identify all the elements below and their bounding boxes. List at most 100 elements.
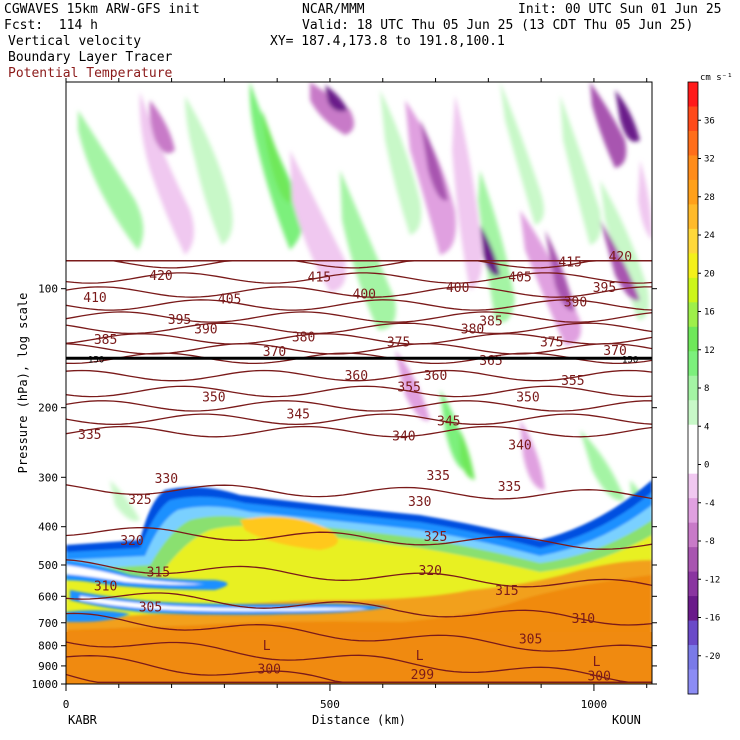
isentrope-label: 315: [495, 584, 518, 599]
isentrope-375: [66, 343, 652, 355]
isentrope-label: 380: [461, 323, 484, 338]
isentrope-label: 350: [516, 391, 539, 406]
isentrope-label: 400: [446, 281, 469, 296]
colorbar-swatch: [688, 106, 698, 132]
isentrope-340: [66, 484, 652, 500]
colorbar-swatch: [688, 522, 698, 548]
colorbar-tick-label: 16: [704, 308, 715, 318]
isentrope-label: 415: [308, 271, 331, 286]
x-axis-label: Distance (km): [312, 713, 406, 727]
colorbar-tick-label: -4: [704, 499, 715, 509]
y-tick-label: 700: [38, 617, 58, 630]
colorbar-tick-label: 12: [704, 346, 715, 356]
isentrope-label: 355: [397, 381, 420, 396]
isentrope-label: 390: [564, 296, 587, 311]
colorbar-swatch: [688, 228, 698, 254]
isentrope-label: 355: [561, 374, 584, 389]
isentrope-label: 320: [419, 564, 442, 579]
isentrope-330: [66, 559, 652, 588]
colorbar-tick-label: 32: [704, 155, 715, 165]
y-tick-label: 300: [38, 471, 58, 484]
isentrope-label: 299: [411, 668, 434, 683]
field-boundary-layer-tracer: Boundary Layer Tracer: [8, 50, 173, 65]
colorbar-tick-label: 4: [704, 422, 709, 432]
dry-intrusion-cuts: [66, 560, 390, 622]
isentrope-390: [66, 311, 652, 323]
isentrope-label: 385: [479, 315, 502, 330]
colorbar-swatch: [688, 596, 698, 622]
colorbar-swatch: [688, 253, 698, 279]
colorbar-tick-label: -12: [704, 575, 720, 585]
y-tick-label: 400: [38, 521, 58, 534]
colorbar-swatch: [688, 155, 698, 181]
x-start-station: KABR: [68, 713, 98, 727]
isentrope-label: 340: [508, 438, 531, 453]
isentrope-label: 405: [218, 292, 241, 307]
isentrope-label: 330: [155, 472, 178, 487]
isentrope-label: 415: [558, 256, 581, 271]
isentrope-label: 345: [437, 415, 460, 430]
colorbar-swatch: [688, 449, 698, 475]
isentrope-400: [66, 286, 652, 298]
low-markers: L L L: [263, 639, 601, 670]
y-tick-label: 200: [38, 402, 58, 415]
isentrope-385: [66, 322, 652, 335]
y-tick-label: 900: [38, 660, 58, 673]
isentrope-365: [66, 369, 652, 382]
model-title: CGWAVES 15km ARW-GFS init: [4, 2, 200, 17]
isentrope-label: 335: [498, 480, 521, 495]
colorbar-tick-label: 0: [704, 461, 709, 471]
isentrope-label: 310: [572, 612, 595, 627]
colorbar-tick-label: 20: [704, 269, 715, 279]
isentrope-355: [66, 400, 652, 412]
colorbar-tick-label: -16: [704, 614, 720, 624]
gravity-wave-bands: [78, 82, 652, 530]
forecast-hour: Fcst: 114 h: [4, 18, 98, 33]
isentrope-label: 360: [345, 369, 368, 384]
isentrope-label: 345: [287, 408, 310, 423]
isentrope-label: 335: [426, 469, 449, 484]
isentrope-label: 335: [78, 428, 101, 443]
y-tick-label: 600: [38, 590, 58, 603]
isentrope-label: 300: [587, 670, 610, 685]
colorbar-swatch: [688, 669, 698, 695]
isentrope-360: [66, 385, 652, 398]
colorbar-swatch: [688, 571, 698, 597]
isentrope-label: 400: [353, 288, 376, 303]
tropopause-label-right: 150: [622, 355, 638, 365]
y-tick-label: 800: [38, 640, 58, 653]
colorbar-tick-label: 24: [704, 231, 715, 241]
surface-layer-band: [66, 632, 652, 684]
isentrope-label: 340: [392, 429, 415, 444]
low-marker: L: [416, 649, 424, 664]
colorbar-swatch: [688, 400, 698, 426]
isentrope-335: [66, 527, 652, 550]
colorbar-swatch: [688, 179, 698, 205]
colorbar-swatch: [688, 547, 698, 573]
isentrope-label: 420: [609, 250, 632, 265]
isentrope-label: 305: [139, 600, 162, 615]
isentrope-label: 395: [593, 281, 616, 296]
isentrope-label: 365: [479, 354, 502, 369]
colorbar-swatch: [688, 302, 698, 328]
colorbar-units: cm s⁻¹: [700, 73, 733, 83]
colorbar-swatch: [688, 130, 698, 156]
isentrope-label: 310: [94, 579, 117, 594]
colorbar-swatch: [688, 645, 698, 671]
y-axis: 100 200 300 400 500 600 700 800 900 1000: [32, 283, 657, 691]
x-axis: 0 500 1000: [63, 78, 648, 711]
colorbar-swatch: [688, 204, 698, 230]
colorbar-swatch: [688, 424, 698, 450]
isentrope-315: [66, 641, 652, 683]
colorbar-swatch: [688, 82, 698, 107]
y-tick-label: 100: [38, 283, 58, 296]
isentrope-label: 305: [519, 633, 542, 648]
isentrope-label: 410: [83, 291, 106, 306]
isentrope-325: [66, 592, 652, 626]
isentrope-label: 405: [508, 271, 531, 286]
colorbar-swatch: [688, 326, 698, 352]
valid-time: Valid: 18 UTC Thu 05 Jun 25 (13 CDT Thu …: [302, 18, 694, 33]
colorbar-swatch: [688, 620, 698, 646]
